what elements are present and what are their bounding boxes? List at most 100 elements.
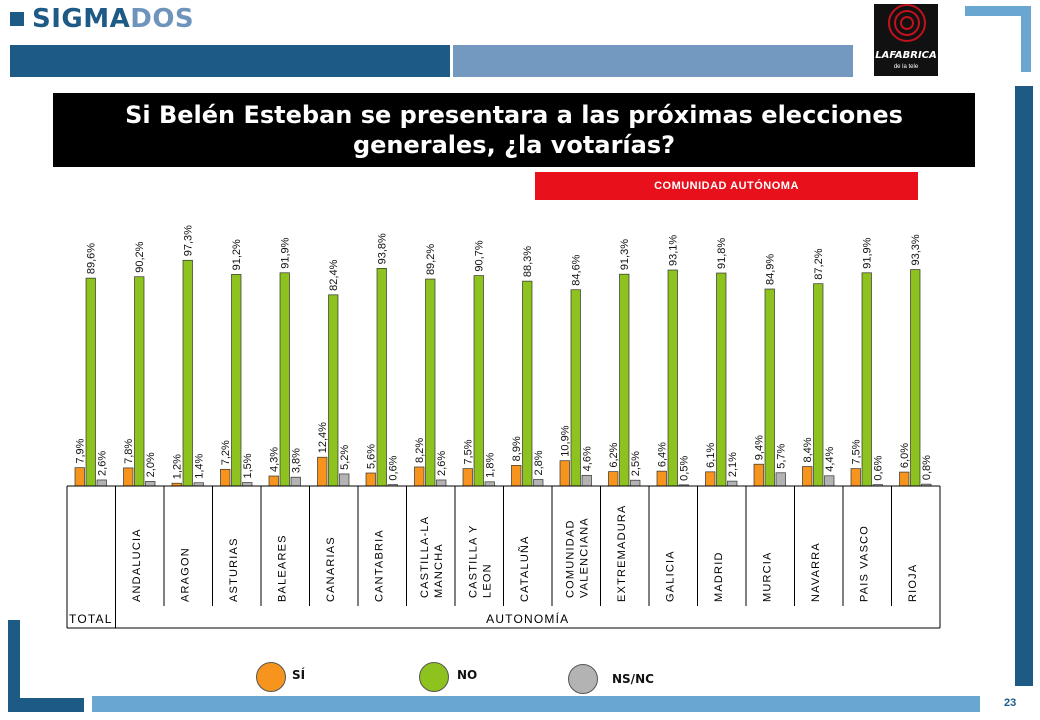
data-label: 8,9% [511, 436, 523, 461]
brand-logo: SIGMADOS [32, 4, 194, 34]
bar-nsnc [775, 472, 786, 487]
legend-nsnc-label: NS/NC [612, 672, 654, 686]
station-logo-name: LAFABRICA [875, 50, 937, 61]
bar-no [522, 280, 533, 487]
bar-no [716, 272, 727, 487]
category-label: MADRID [713, 551, 725, 602]
data-label: 12,4% [317, 422, 329, 453]
data-label: 2,6% [436, 451, 448, 476]
bar-nsnc [533, 479, 544, 487]
station-logo: LAFABRICA de la tele [874, 4, 938, 76]
bar-si [656, 470, 667, 487]
bar-si [608, 471, 619, 487]
data-label: 2,6% [97, 451, 109, 476]
bar-no [764, 288, 775, 487]
bar-no [134, 276, 145, 487]
bar-si [559, 460, 570, 487]
category-label: MURCIA [761, 551, 773, 602]
frame-corner-top-right-vertical [1021, 6, 1031, 72]
header-bar-light [453, 45, 853, 77]
frame-corner-bottom-left-horizontal [8, 698, 84, 712]
data-label: 0,8% [921, 455, 933, 480]
bar-nsnc [242, 482, 253, 487]
data-label: 2,5% [630, 451, 642, 476]
bar-no [861, 272, 872, 487]
category-label: COMUNIDAD VALENCIANA [564, 517, 590, 598]
legend-nsnc-swatch [568, 664, 598, 694]
group-label-total: TOTAL [69, 612, 113, 626]
data-label: 93,3% [910, 234, 922, 265]
legend-no-swatch [419, 662, 449, 692]
bar-si [705, 471, 716, 487]
bar-no [667, 269, 678, 487]
bar-no [182, 259, 193, 487]
data-label: 93,1% [668, 235, 680, 266]
data-label: 84,9% [765, 254, 777, 285]
bar-nsnc [484, 481, 495, 487]
category-label: CATALUÑA [518, 535, 531, 602]
data-label: 7,8% [123, 439, 135, 464]
bar-si [462, 468, 473, 487]
category-label: GALICIA [664, 550, 676, 602]
data-label: 3,8% [291, 448, 303, 473]
bar-si [511, 465, 522, 487]
bar-si [123, 467, 134, 487]
data-label: 6,2% [608, 442, 620, 467]
chart-title-box: Si Belén Esteban se presentara a las pró… [53, 93, 975, 167]
category-label: CANARIAS [325, 536, 337, 602]
category-label: NAVARRA [810, 542, 822, 602]
data-label: 91,9% [862, 237, 874, 268]
bar-no [813, 283, 824, 487]
data-label: 5,6% [366, 444, 378, 469]
header-bar-dark [10, 45, 450, 77]
legend-si-swatch [256, 662, 286, 692]
bar-no [910, 269, 921, 487]
legend-si-label: SÍ [292, 668, 306, 682]
data-label: 89,6% [86, 243, 98, 274]
bar-nsnc [145, 481, 156, 487]
bar-si [899, 471, 910, 487]
data-label: 91,9% [280, 237, 292, 268]
data-label: 90,7% [474, 240, 486, 271]
bar-nsnc [727, 480, 738, 487]
bar-si [850, 468, 861, 487]
data-label: 91,2% [231, 239, 243, 270]
category-label: CANTABRIA [373, 529, 385, 602]
bar-si [268, 475, 279, 487]
bar-si [74, 467, 85, 487]
footer-bar [92, 696, 980, 712]
bar-no [328, 294, 339, 487]
chart-subtitle: COMUNIDAD AUTÓNOMA [535, 172, 918, 200]
category-label: BALEARES [276, 534, 288, 602]
bar-si [753, 463, 764, 487]
category-label: RIOJA [907, 564, 919, 602]
data-label: 4,3% [269, 447, 281, 472]
group-label-autonomia: AUTONOMÍA [486, 611, 569, 626]
bar-si [802, 466, 813, 487]
bar-nsnc [581, 474, 592, 487]
bar-no [231, 274, 242, 487]
data-label: 84,6% [571, 254, 583, 285]
bar-nsnc [339, 473, 350, 487]
bar-nsnc [630, 479, 641, 487]
bar-si [365, 472, 376, 487]
category-label: EXTREMADURA [616, 504, 628, 602]
data-label: 0,6% [873, 455, 885, 480]
data-label: 6,4% [657, 442, 669, 467]
data-label: 93,8% [377, 233, 389, 264]
data-label: 5,7% [776, 443, 788, 468]
data-label: 1,2% [172, 454, 184, 479]
bar-nsnc [96, 479, 107, 487]
data-label: 4,6% [582, 446, 594, 471]
frame-right-bar [1015, 86, 1033, 686]
bar-nsnc [290, 476, 301, 487]
category-label: ANDALUCIA [131, 528, 143, 602]
data-label: 2,8% [533, 450, 545, 475]
data-label: 1,5% [242, 453, 254, 478]
chart-title: Si Belén Esteban se presentara a las pró… [125, 101, 903, 159]
bar-nsnc [436, 479, 447, 487]
brand-name-part1: SIGMA [32, 4, 131, 34]
bar-no [619, 273, 630, 487]
data-label: 97,3% [183, 225, 195, 256]
data-label: 7,2% [220, 440, 232, 465]
